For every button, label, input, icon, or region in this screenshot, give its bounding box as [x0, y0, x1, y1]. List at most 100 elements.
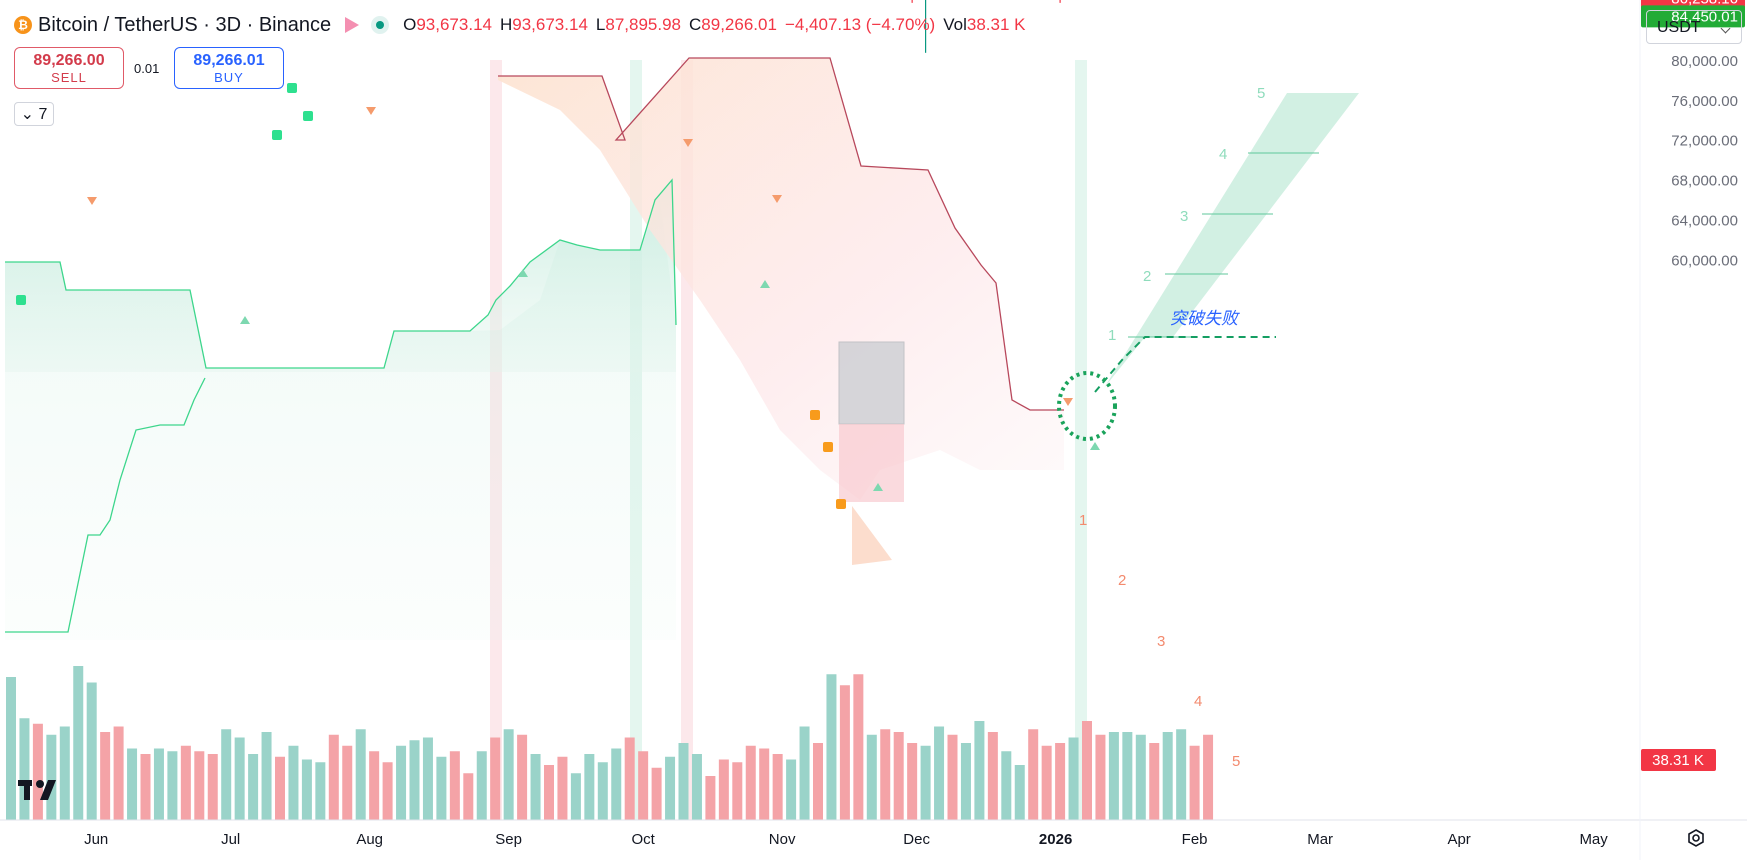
- volume-bar: [786, 759, 797, 820]
- sell-signal-marker: [810, 410, 820, 420]
- tradingview-logo-icon[interactable]: [18, 778, 62, 802]
- sell-signal-marker: [823, 442, 833, 452]
- volume-bar: [1095, 734, 1106, 820]
- volume-bar: [624, 737, 635, 820]
- volume-bar: [893, 732, 904, 820]
- volume-bar: [127, 748, 138, 820]
- sell-signal-marker: [836, 499, 846, 509]
- up-wave-label: 1: [1108, 327, 1116, 344]
- chevron-down-icon: ⌄: [20, 106, 35, 123]
- volume-bar: [705, 776, 716, 820]
- volume-bar: [100, 732, 111, 820]
- spread-value: 0.01: [134, 61, 160, 76]
- down-wave-label: 3: [1157, 633, 1165, 650]
- y-axis-tick-label: 76,000.00: [1671, 93, 1738, 110]
- ohlc-change: −4,407.13 (−4.70%): [784, 15, 936, 34]
- volume-bar: [530, 754, 541, 820]
- x-axis-tick-label: Jul: [221, 831, 240, 848]
- settings-gear-icon[interactable]: [1687, 829, 1705, 847]
- volume-bar: [544, 765, 554, 820]
- ohlc-volume: Vol38.31 K: [943, 15, 1026, 34]
- volume-bar: [476, 751, 487, 820]
- down-wave-label: 2: [1118, 572, 1126, 589]
- volume-bar: [813, 743, 823, 820]
- volume-bar: [113, 726, 124, 820]
- volume-bar: [1203, 734, 1214, 820]
- volume-bar: [19, 718, 30, 820]
- x-axis-tick-label: Aug: [356, 831, 383, 848]
- volume-bar: [611, 748, 622, 820]
- volume-bar: [422, 737, 433, 820]
- volume-tag-value: 38.31 K: [1652, 752, 1704, 769]
- wave-projection: 突破失败 1 2 3 4 5 1 2 3 4 5: [1057, 85, 1359, 770]
- buy-button[interactable]: 89,266.01 BUY: [174, 47, 284, 89]
- range-box-red: [839, 424, 904, 502]
- indicators-toggle-button[interactable]: ⌄ 7: [14, 102, 54, 126]
- volume-bar: [355, 729, 366, 820]
- buy-signal-marker: [272, 130, 282, 140]
- candles: [911, 0, 1061, 53]
- up-triangle-marker: [873, 483, 883, 491]
- volume-bar: [920, 745, 931, 820]
- y-axis-tick-label: 80,000.00: [1671, 53, 1738, 70]
- volume-bar: [826, 674, 837, 820]
- down-triangle-marker: [1063, 398, 1073, 406]
- volume-bar: [974, 721, 985, 820]
- volume-bar: [167, 751, 178, 820]
- buy-signal-marker: [287, 83, 297, 93]
- trend-stop-up-line: [5, 178, 677, 369]
- up-triangle-marker: [760, 280, 770, 288]
- volume-bar: [153, 748, 164, 820]
- volume-bar: [1135, 734, 1146, 820]
- up-wave-label: 3: [1180, 208, 1188, 225]
- x-axis-tick-label: Oct: [631, 831, 655, 848]
- volume-bar: [732, 762, 743, 820]
- down-triangle-marker: [87, 197, 97, 205]
- volume-bar: [369, 751, 380, 820]
- volume-bar: [275, 756, 285, 820]
- volume-bar: [1055, 743, 1066, 820]
- volume-bar: [1041, 745, 1052, 820]
- sell-price: 89,266.00: [33, 52, 105, 69]
- volume-bar: [853, 674, 864, 820]
- volume-bar: [960, 743, 971, 820]
- volume-bar: [180, 745, 191, 820]
- volume-bar: [691, 754, 702, 820]
- volume-bar: [32, 723, 43, 820]
- range-triangle: [852, 506, 892, 565]
- buy-price: 89,266.01: [193, 52, 265, 69]
- currency-select[interactable]: USDT: [1646, 10, 1742, 44]
- volume-bar: [880, 729, 891, 820]
- signal-markers: [16, 83, 1100, 509]
- volume-bar: [436, 756, 447, 820]
- market-status-dot-icon: [371, 16, 390, 34]
- x-axis-tick-label: Mar: [1307, 831, 1333, 848]
- volume-bar: [301, 759, 312, 820]
- volume-bar: [248, 754, 259, 820]
- volume-bar: [221, 729, 232, 820]
- volume-bar: [651, 767, 662, 820]
- volume-bar: [987, 732, 998, 820]
- volume-bar: [1162, 732, 1173, 820]
- volume-bar: [678, 743, 689, 820]
- sell-button[interactable]: 89,266.00 SELL: [14, 47, 124, 89]
- signal-band: [1075, 60, 1087, 820]
- chart-header: ₿ Bitcoin / TetherUS · 3D · Binance O93,…: [14, 12, 1033, 38]
- buy-signal-marker: [303, 111, 313, 121]
- indicators-count: 7: [38, 106, 48, 123]
- down-wave-label: 1: [1079, 512, 1087, 529]
- sell-label: SELL: [51, 70, 87, 85]
- volume-bar: [1149, 743, 1160, 820]
- symbol-title[interactable]: Bitcoin / TetherUS · 3D · Binance: [38, 13, 332, 36]
- up-triangle-marker: [518, 269, 528, 277]
- up-wave-label: 4: [1219, 146, 1227, 163]
- flag-icon[interactable]: [345, 17, 360, 33]
- up-triangle-marker: [240, 316, 250, 324]
- x-axis-tick-label: Sep: [495, 831, 522, 848]
- breakout-failure-circle: [1057, 371, 1117, 441]
- volume-bar: [866, 734, 877, 820]
- volume-bar: [907, 743, 918, 820]
- up-triangle-marker: [1090, 442, 1100, 450]
- volume-bar: [570, 773, 581, 820]
